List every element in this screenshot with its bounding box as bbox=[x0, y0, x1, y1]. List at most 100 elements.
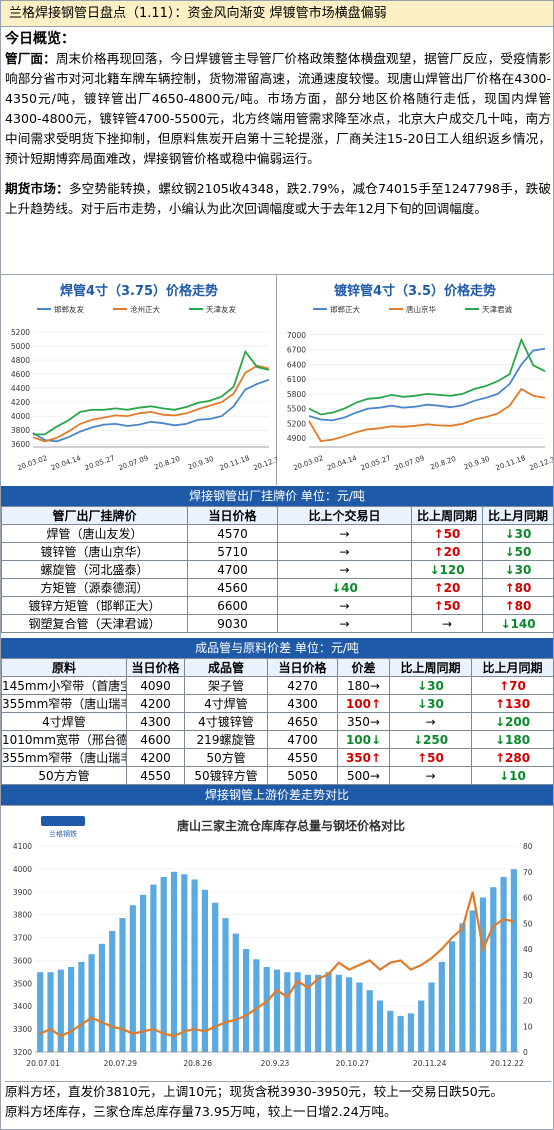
legend-label-2: 天津君诚 bbox=[482, 304, 512, 314]
y-tick-label-6: 4800 bbox=[11, 356, 30, 365]
factory-price-bar: 焊接钢管出厂挂牌价 单位：元/吨 bbox=[1, 486, 553, 506]
y-tick-label-3: 4200 bbox=[11, 398, 30, 407]
inventory-bar bbox=[181, 874, 188, 1052]
inventory-bar bbox=[500, 876, 507, 1052]
x-tick-label-1: 20.07.29 bbox=[104, 1059, 138, 1068]
factory-price-cell: ↓120 bbox=[411, 560, 483, 579]
factory-price-cell: → bbox=[277, 542, 412, 561]
inventory-bar bbox=[232, 933, 239, 1052]
spread-header-0: 原料 bbox=[1, 658, 127, 677]
y-left-tick-5: 3700 bbox=[13, 934, 32, 943]
factory-text: 周末价格再现回落，今日焊镀管主导管厂价格政策整体横盘观望，据管厂反应，受疫情影响… bbox=[5, 51, 552, 166]
y-right-tick-6: 60 bbox=[523, 894, 533, 903]
x-tick-label-4: 20.8.20 bbox=[153, 455, 181, 472]
y-right-tick-4: 40 bbox=[523, 945, 533, 954]
spread-cell: 219螺旋管 bbox=[184, 730, 268, 749]
spread-cell: 4300 bbox=[267, 694, 338, 713]
y-right-tick-3: 30 bbox=[523, 971, 533, 980]
factory-price-cell: ↑50 bbox=[411, 524, 483, 543]
x-tick-label-0: 20.03.02 bbox=[292, 454, 324, 472]
y-tick-label-3: 5800 bbox=[287, 390, 306, 399]
factory-price-cell: 4560 bbox=[187, 578, 278, 597]
inventory-bar bbox=[397, 1015, 404, 1052]
inventory-bar bbox=[150, 884, 157, 1052]
spread-cell: ↑50 bbox=[389, 748, 472, 767]
inventory-bar bbox=[57, 969, 64, 1052]
y-tick-label-5: 6400 bbox=[287, 360, 306, 369]
x-tick-label-4: 20.10.27 bbox=[336, 1059, 370, 1068]
page-title: 兰格焊接钢管日盘点（1.11）：资金风向渐变 焊镀管市场横盘偏弱 bbox=[1, 1, 553, 27]
legend-label-0: 邯郸友发 bbox=[54, 304, 84, 314]
spread-cell: 180→ bbox=[337, 676, 390, 695]
y-right-tick-7: 70 bbox=[523, 868, 533, 877]
inventory-bar bbox=[222, 918, 229, 1052]
inventory-bar bbox=[459, 923, 466, 1053]
spread-cell: ↓180 bbox=[471, 730, 554, 749]
y-left-tick-6: 3800 bbox=[13, 911, 32, 920]
x-tick-label-1: 20.04.14 bbox=[50, 454, 83, 472]
x-tick-label-6: 20.12.22 bbox=[490, 1059, 524, 1068]
factory-price-cell: → bbox=[411, 614, 483, 633]
spread-cell: 4200 bbox=[126, 748, 185, 767]
brand-logo-icon bbox=[41, 816, 85, 826]
legend-label-0: 邯郸正大 bbox=[330, 304, 360, 314]
inventory-bar bbox=[160, 876, 167, 1052]
spread-cell: 架子管 bbox=[184, 676, 268, 695]
y-left-tick-9: 4100 bbox=[13, 842, 32, 851]
spread-cell: 500→ bbox=[337, 766, 390, 785]
spread-cell: → bbox=[389, 712, 472, 731]
factory-price-cell: ↑50 bbox=[411, 596, 483, 615]
galvanized-pipe-chart-panel: 镀锌管4寸（3.5）价格走势 邯郸正大 唐山京华 天津君诚 4900 5200 5500 58… bbox=[277, 275, 554, 485]
spread-cell: 4寸焊管 bbox=[184, 694, 268, 713]
spread-header-3: 当日价格 bbox=[267, 658, 338, 677]
y-tick-label-0: 4900 bbox=[287, 434, 306, 443]
inventory-bar bbox=[335, 974, 342, 1053]
x-tick-label-6: 20.11.18 bbox=[219, 454, 251, 472]
x-tick-label-7: 20.12.30 bbox=[252, 454, 277, 472]
inventory-bar bbox=[201, 889, 208, 1052]
inventory-bar bbox=[510, 869, 517, 1052]
inventory-bar bbox=[273, 969, 281, 1052]
x-tick-label-5: 20.9.30 bbox=[463, 455, 491, 472]
series-line-2 bbox=[33, 349, 270, 436]
spread-cell: 350→ bbox=[337, 712, 390, 731]
inventory-bar bbox=[284, 972, 291, 1052]
spread-cell: 50方管 bbox=[184, 748, 268, 767]
y-tick-label-2: 4000 bbox=[11, 412, 30, 421]
inventory-bar bbox=[68, 967, 75, 1052]
y-right-tick-8: 80 bbox=[523, 842, 533, 851]
inventory-bar bbox=[191, 879, 198, 1052]
inventory-bar bbox=[315, 974, 322, 1053]
inventory-bar bbox=[78, 961, 85, 1052]
inventory-bar bbox=[479, 897, 487, 1052]
y-tick-label-1: 5200 bbox=[287, 419, 306, 428]
spread-cell: 355mm窄带（唐山瑞丰） bbox=[1, 694, 127, 713]
billet-price-line bbox=[39, 891, 515, 1038]
inventory-bar bbox=[119, 918, 126, 1052]
footer-line-2: 原料方坯库存，三家仓库总库存量73.95万吨，较上一日增2.24万吨。 bbox=[5, 1104, 397, 1119]
inventory-chart-panel: 兰格钢铁 唐山三家主流仓库库存总量与钢坯价格对比 3200 3300 3400 3500 3… bbox=[1, 805, 553, 1077]
x-tick-label-2: 20.05.27 bbox=[84, 454, 116, 472]
spread-cell: 4200 bbox=[126, 694, 185, 713]
factory-price-cell: 9030 bbox=[187, 614, 278, 633]
spread-cell: ↓10 bbox=[471, 766, 554, 785]
inventory-bar bbox=[170, 871, 178, 1053]
x-tick-label-2: 20.05.27 bbox=[360, 454, 392, 472]
x-tick-label-1: 20.04.14 bbox=[326, 454, 359, 472]
factory-label: 管厂面： bbox=[5, 51, 56, 66]
x-tick-label-4: 20.8.20 bbox=[429, 455, 457, 472]
spread-cell: ↓30 bbox=[389, 676, 472, 695]
spread-cell: 1010mm宽带（邢台德龙） bbox=[1, 730, 127, 749]
inventory-bar bbox=[263, 967, 270, 1052]
spread-cell: ↑130 bbox=[471, 694, 554, 713]
spread-cell: ↑280 bbox=[471, 748, 554, 767]
y-tick-label-5: 4600 bbox=[11, 370, 30, 379]
futures-text: 多空势能转换，螺纹钢2105收4348，跌2.79%，减仓74015手至1247… bbox=[5, 181, 551, 216]
y-left-tick-0: 3200 bbox=[13, 1048, 32, 1057]
y-tick-label-4: 4400 bbox=[11, 384, 30, 393]
spread-cell: 4300 bbox=[126, 712, 185, 731]
y-tick-label-8: 5200 bbox=[11, 328, 30, 337]
